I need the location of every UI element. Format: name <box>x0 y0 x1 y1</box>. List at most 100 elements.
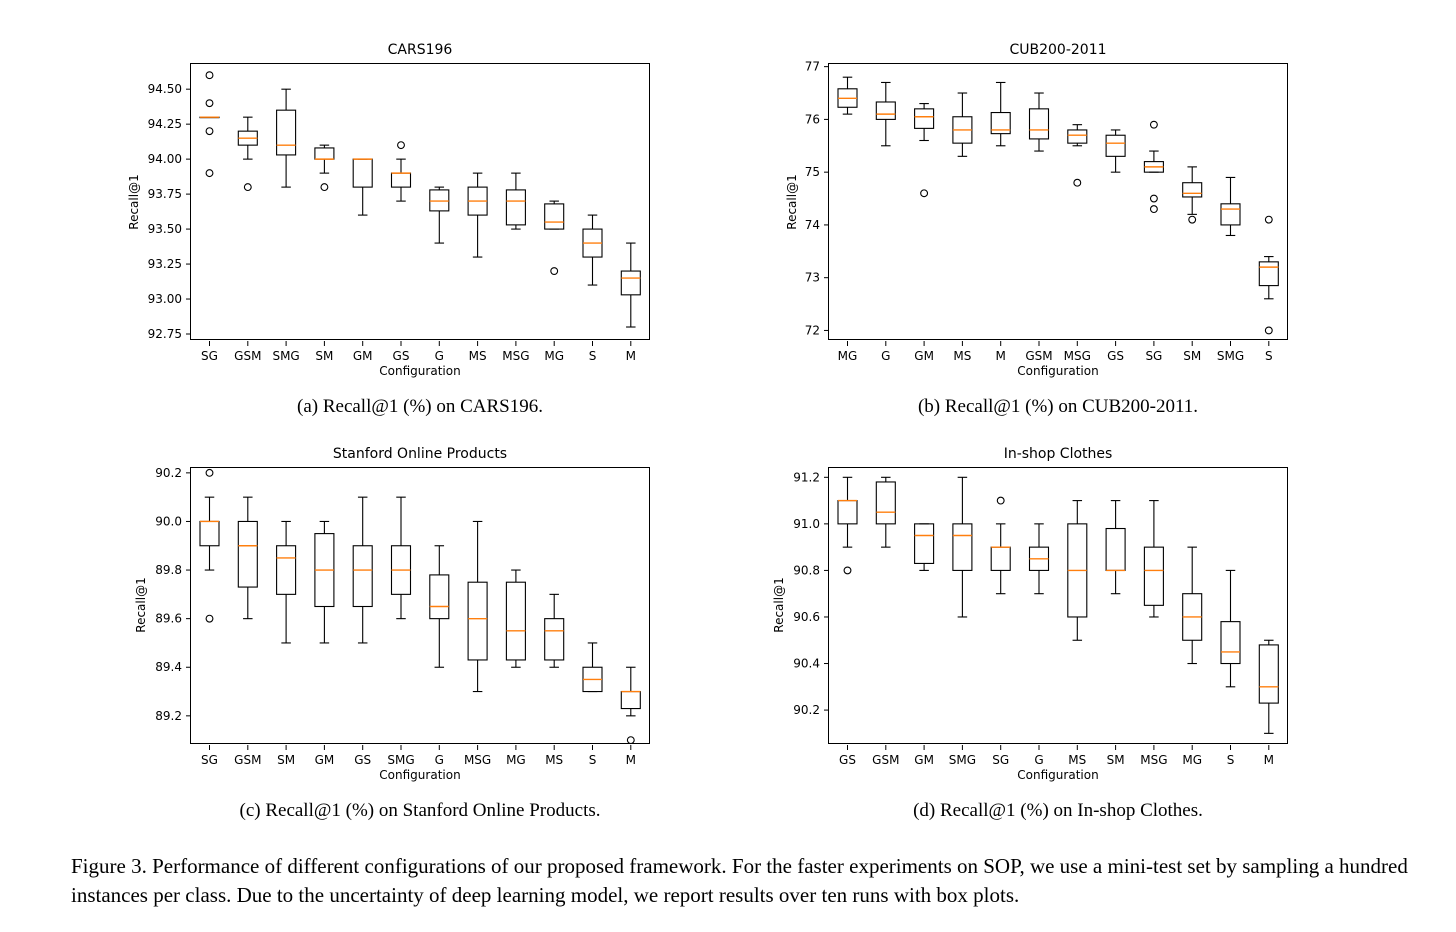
x-axis-label: Configuration <box>379 364 461 378</box>
outlier-point <box>243 183 252 192</box>
box-body <box>237 520 258 588</box>
box-body <box>1220 621 1241 665</box>
box-s <box>1220 569 1241 688</box>
x-tick-label: SM <box>277 753 295 767</box>
x-tick-label: GS <box>393 349 410 363</box>
box-body <box>914 523 935 564</box>
x-tick-label: S <box>1265 349 1273 363</box>
x-tick-label: GS <box>839 753 856 767</box>
box-sg <box>1143 120 1164 214</box>
x-tick-label: GSM <box>872 753 899 767</box>
box-smg <box>276 88 297 188</box>
box-body <box>1220 203 1241 226</box>
y-axis-label: Recall@1 <box>772 577 786 633</box>
chart-title: In-shop Clothes <box>1003 446 1113 462</box>
box-body <box>352 158 373 188</box>
y-axis-label: Recall@1 <box>127 174 141 230</box>
x-tick-label: SG <box>201 753 218 767</box>
y-tick-label: 94.25 <box>148 117 182 131</box>
box-body <box>1258 261 1279 287</box>
x-tick-label: GSM <box>234 349 261 363</box>
box-gsm <box>1028 92 1050 152</box>
y-tick-label: 91.2 <box>793 470 820 484</box>
x-tick-label: SM <box>1183 349 1201 363</box>
box-body <box>1105 134 1126 157</box>
box-gm <box>914 103 935 198</box>
outlier-point <box>320 183 329 192</box>
x-tick-label: MG <box>1182 753 1202 767</box>
x-axis-label: Configuration <box>1017 768 1099 782</box>
outlier-point <box>205 127 214 136</box>
x-tick-label: G <box>435 753 444 767</box>
x-tick-label: GM <box>914 753 934 767</box>
y-tick-label: 72 <box>805 323 820 337</box>
box-gm <box>352 158 373 216</box>
chart-svg: 92.75 93.00 93.25 93.50 93.75 94.00 94.25 94.50… <box>148 71 641 363</box>
x-tick-label: SMG <box>949 753 976 767</box>
box-body <box>990 111 1011 135</box>
box-gs <box>1105 129 1126 173</box>
box-g <box>875 81 896 147</box>
x-tick-label: MSG <box>502 349 529 363</box>
x-tick-label: MSG <box>464 753 491 767</box>
box-ms <box>467 172 488 258</box>
x-tick-label: GS <box>354 753 371 767</box>
outlier-point <box>397 141 405 150</box>
chart-title: CUB200-2011 <box>1009 42 1107 58</box>
x-tick-label: MS <box>545 753 563 767</box>
y-tick-label: 93.25 <box>148 257 182 271</box>
box-body <box>1028 108 1050 140</box>
box-mg <box>1182 546 1203 665</box>
outlier-point <box>550 267 559 276</box>
box-gs <box>352 496 373 644</box>
y-tick-label: 75 <box>805 165 820 179</box>
x-tick-label: GSM <box>1025 349 1052 363</box>
y-tick-label: 93.50 <box>148 222 182 236</box>
x-tick-label: GS <box>1107 349 1124 363</box>
box-body <box>544 203 565 230</box>
box-gsm <box>237 496 258 620</box>
box-ms <box>1067 500 1088 641</box>
box-ms <box>952 92 973 157</box>
box-body <box>875 481 896 525</box>
box-body <box>276 109 297 156</box>
y-tick-label: 91.0 <box>793 517 820 531</box>
y-tick-label: 94.00 <box>148 152 182 166</box>
outlier-point <box>996 496 1005 505</box>
y-tick-label: 93.00 <box>148 292 182 306</box>
box-body <box>505 581 526 661</box>
box-body <box>620 270 641 296</box>
box-body <box>914 108 935 129</box>
box-gm <box>914 523 935 571</box>
x-tick-label: GM <box>353 349 373 363</box>
box-body <box>276 545 297 595</box>
box-body <box>1105 527 1126 571</box>
box-m <box>620 666 641 745</box>
plot-area: 72 73 74 75 76 77 MG G GM MS M GSM MSG GS SG SM SMG S <box>805 60 1288 363</box>
x-tick-label: SMG <box>387 753 414 767</box>
box-sm <box>314 144 335 192</box>
plot-area: 89.2 89.4 89.6 89.8 90.0 90.2 SG GSM SM GM GS SMG G M… <box>155 466 650 767</box>
box-body <box>1143 546 1164 606</box>
chart-svg: 72 73 74 75 76 77 MG G GM MS M GSM MSG GS SG SM SMG S <box>805 60 1279 363</box>
outlier-point <box>1149 205 1158 214</box>
x-tick-label: MS <box>953 349 971 363</box>
x-tick-label: SM <box>1107 753 1125 767</box>
panel-caption: (d) Recall@1 (%) on In-shop Clothes. <box>913 800 1203 821</box>
box-body <box>544 618 565 661</box>
y-tick-label: 74 <box>805 218 820 232</box>
box-body <box>837 500 858 525</box>
y-axis-label: Recall@1 <box>785 174 799 230</box>
x-tick-label: M <box>996 349 1006 363</box>
box-g <box>429 186 450 244</box>
x-tick-label: G <box>881 349 890 363</box>
box-msg <box>467 520 488 693</box>
box-body <box>875 101 896 120</box>
box-smg <box>952 476 973 618</box>
x-tick-label: S <box>589 349 597 363</box>
x-tick-label: GSM <box>234 753 261 767</box>
chart-svg: 90.290.490.690.891.091.2GS GSM GM SMG SG G MS S… <box>793 470 1279 767</box>
box-body <box>314 147 335 160</box>
box-sg <box>199 71 220 178</box>
x-tick-label: M <box>626 349 636 363</box>
